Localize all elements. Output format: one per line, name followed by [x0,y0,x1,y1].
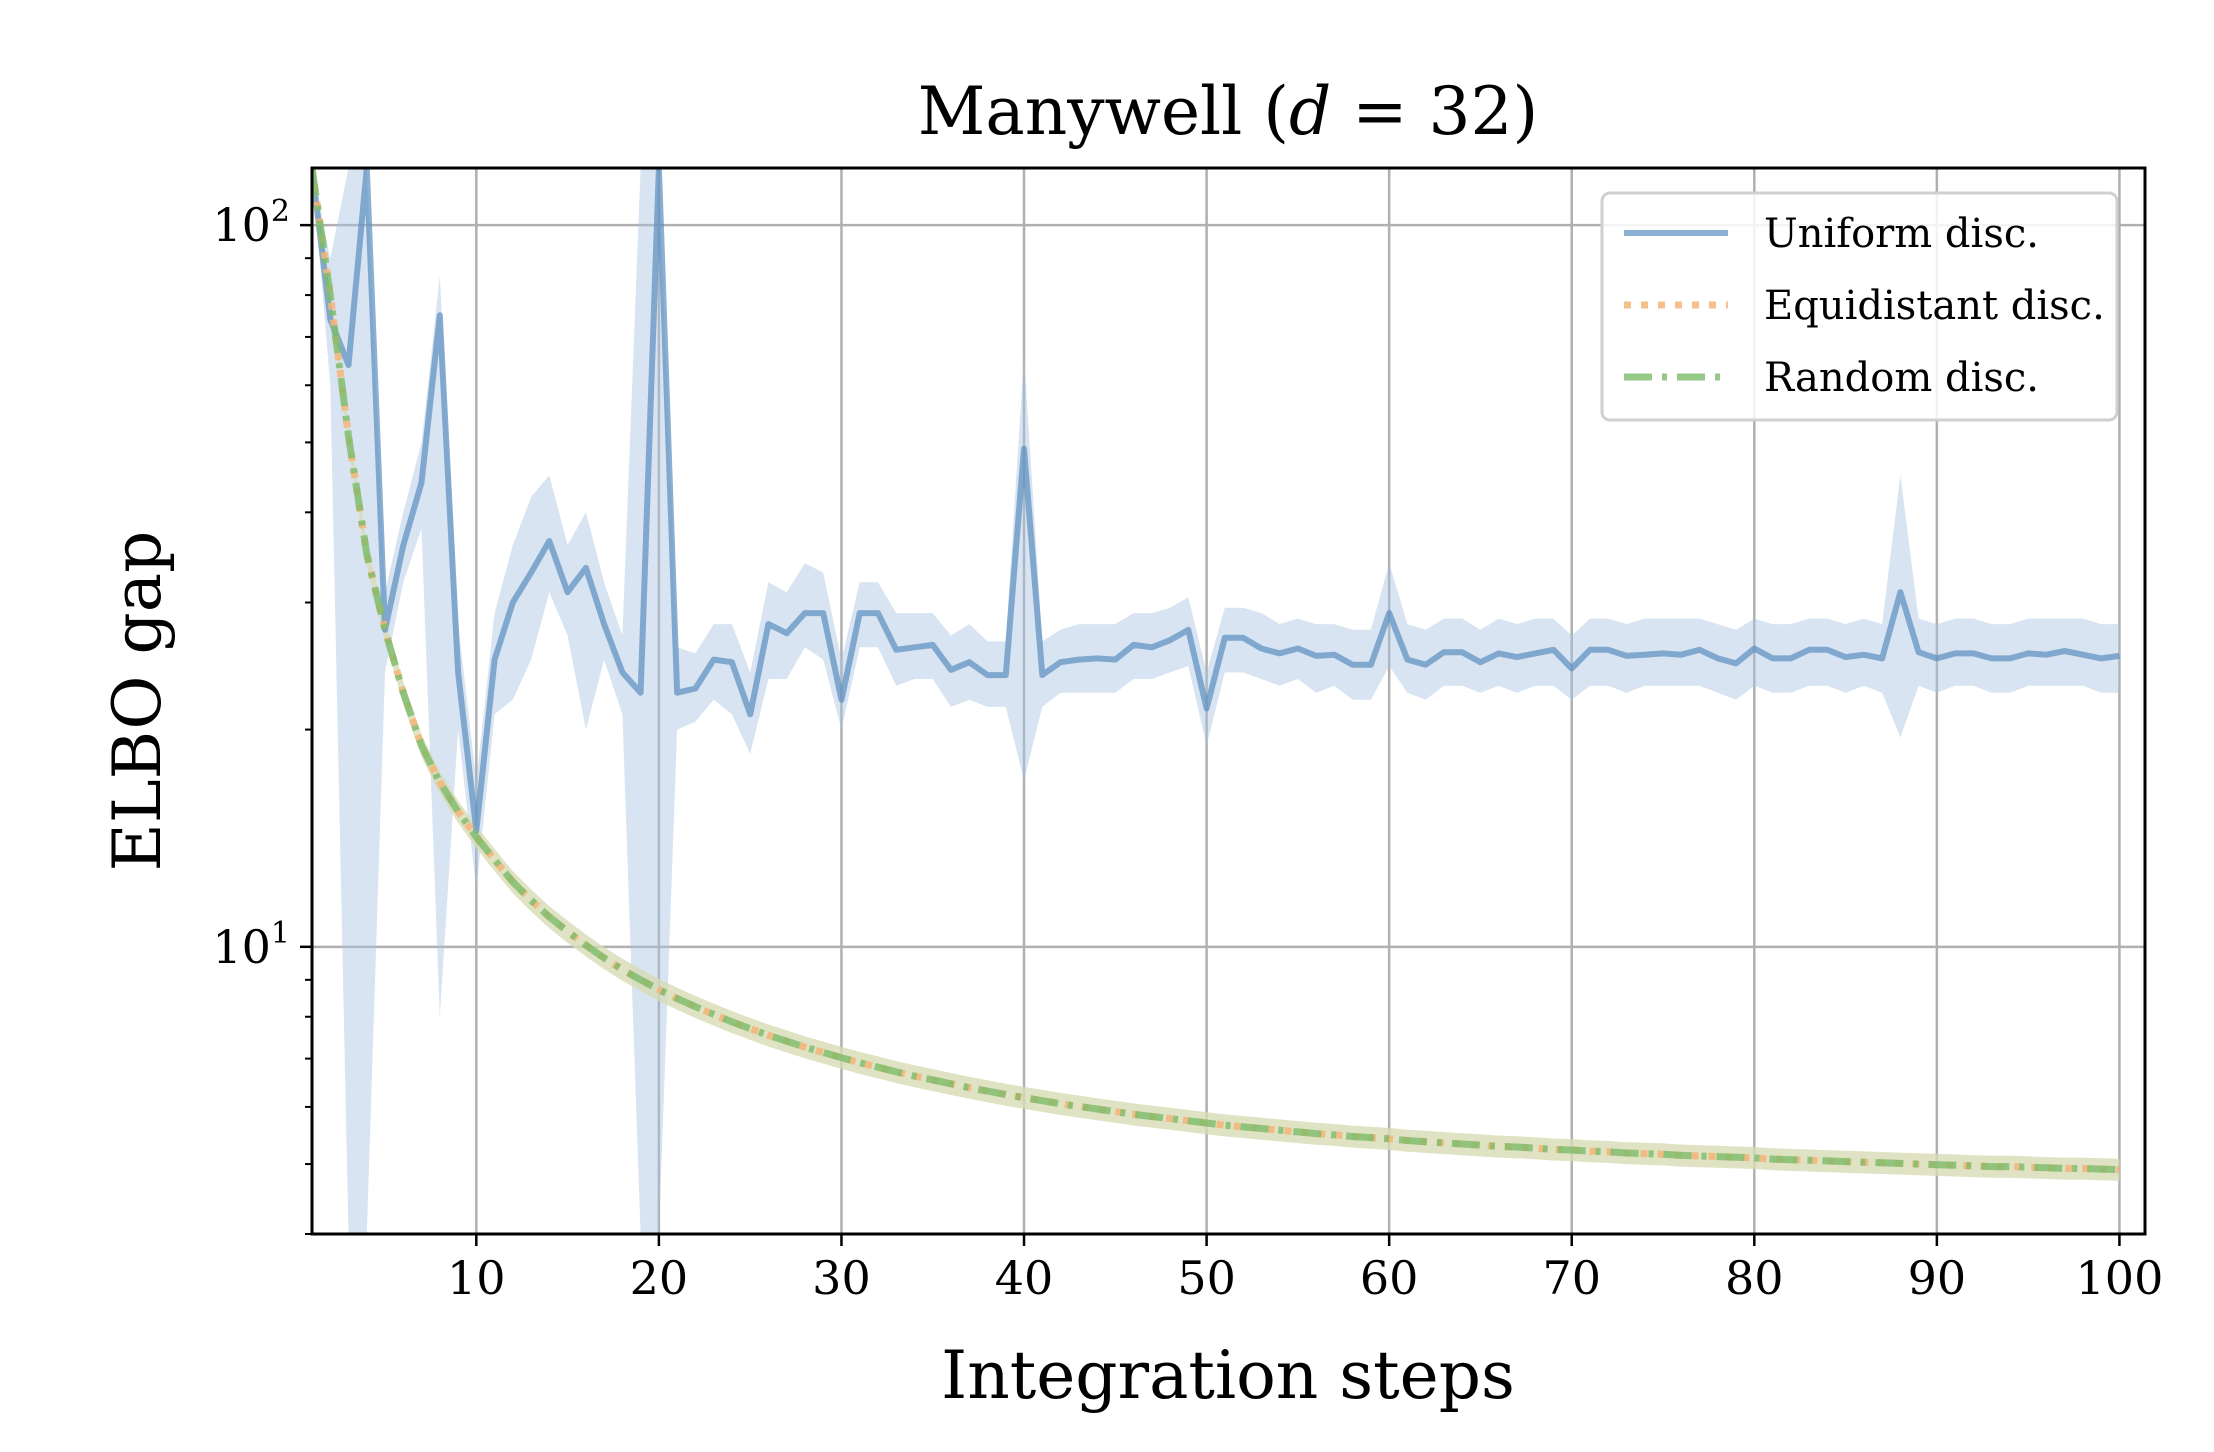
x-axis-ticks: 10 20 30 40 50 60 70 80 90 100 [447,1234,2163,1305]
series-lines [312,168,2120,1174]
x-tick-label: 70 [1542,1251,1601,1305]
chart-title: Manywell (d = 32) [918,73,1538,150]
x-tick-label: 90 [1908,1251,1967,1305]
y-tick-label: 101 [212,916,290,974]
chart-title-num: 32 [1429,73,1513,150]
x-tick-label: 20 [630,1251,689,1305]
chart-title-eq: = [1331,73,1428,150]
legend-label-random: Random disc. [1764,355,2039,401]
x-tick-label: 40 [995,1251,1054,1305]
x-tick-label: 80 [1725,1251,1784,1305]
y-tick-label: 102 [212,194,290,252]
y-axis-ticks: 101 102 [212,194,312,1235]
x-tick-label: 60 [1360,1251,1419,1305]
x-tick-label: 10 [447,1251,506,1305]
series-line-0 [312,168,2120,834]
y-axis-label: ELBO gap [99,531,176,872]
x-tick-label: 100 [2076,1251,2164,1305]
chart-title-suffix: ) [1512,73,1538,150]
legend-label-uniform: Uniform disc. [1764,211,2039,257]
confidence-bands [312,168,2120,1234]
chart-title-prefix: Manywell ( [918,73,1289,150]
x-tick-label: 50 [1177,1251,1236,1305]
plot-frame [310,166,2147,1236]
chart-title-var: d [1289,73,1331,150]
legend-box [1600,191,2119,422]
legend: Uniform disc. Equidistant disc. Random d… [1600,191,2119,422]
legend-label-equidistant: Equidistant disc. [1764,283,2105,329]
x-axis-label: Integration steps [941,1337,1515,1414]
confidence-band-0 [312,168,2120,1234]
x-tick-label: 30 [812,1251,871,1305]
